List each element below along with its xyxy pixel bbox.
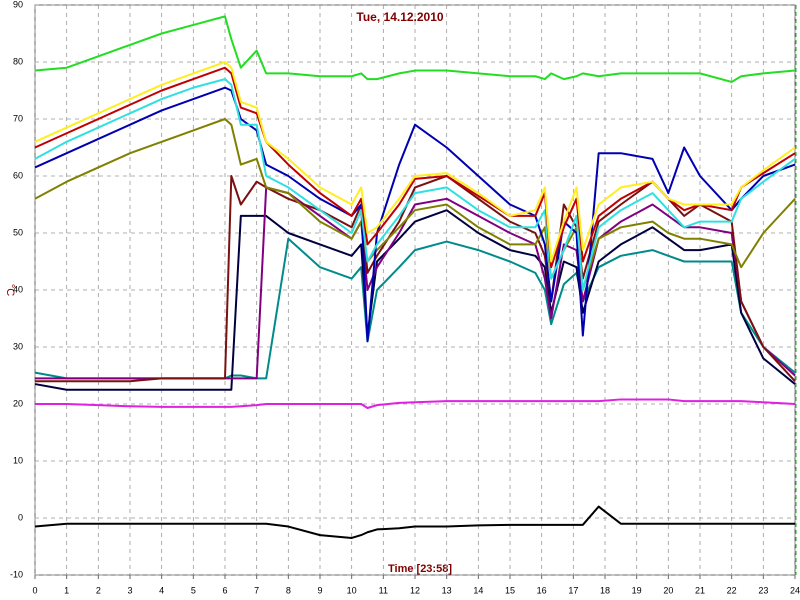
chart-title: Tue, 14.12.2010: [356, 10, 443, 24]
y-tick-label: 10: [13, 455, 23, 465]
x-tick-label: 3: [127, 585, 132, 595]
y-tick-label: -10: [10, 569, 23, 579]
x-axis-label: Time [23:58]: [388, 563, 452, 575]
series-line: [34, 209, 796, 391]
series-line: [34, 505, 795, 539]
y-tick-label: 90: [13, 0, 23, 9]
y-tick-label: 70: [13, 113, 23, 123]
y-tick-label: 20: [13, 398, 23, 408]
x-tick-label: 16: [537, 585, 547, 595]
x-tick-label: 20: [663, 585, 673, 595]
x-tick-label: 1: [64, 585, 69, 595]
series-line: [34, 61, 796, 263]
x-tick-label: 12: [410, 585, 420, 595]
x-tick-label: 21: [695, 585, 705, 595]
series-line: [34, 15, 796, 83]
series-line: [34, 78, 796, 291]
x-tick-label: 2: [96, 585, 101, 595]
x-tick-label: 4: [159, 585, 164, 595]
x-tick-label: 8: [286, 585, 291, 595]
x-tick-label: 13: [442, 585, 452, 595]
y-tick-label: 60: [13, 170, 23, 180]
y-axis-label: °C: [4, 284, 16, 296]
series-line: [35, 398, 796, 409]
x-tick-label: 23: [758, 585, 768, 595]
x-tick-label: 11: [379, 585, 388, 595]
x-tick-label: 9: [317, 585, 322, 595]
x-tick-label: 7: [254, 585, 259, 595]
x-tick-label: 0: [32, 585, 37, 595]
x-tick-label: 15: [505, 585, 515, 595]
x-tick-label: 18: [600, 585, 610, 595]
series-line: [34, 118, 796, 291]
y-tick-label: 50: [13, 227, 23, 237]
series-line: [34, 86, 796, 343]
x-tick-label: 10: [347, 585, 357, 595]
y-tick-label: 80: [13, 56, 23, 66]
x-tick-label: 22: [727, 585, 737, 595]
series-line: [35, 186, 796, 380]
x-tick-label: 5: [191, 585, 196, 595]
x-tick-label: 24: [790, 585, 800, 595]
x-tick-label: 6: [222, 585, 227, 595]
x-tick-label: 19: [632, 585, 642, 595]
x-tick-label: 17: [568, 585, 578, 595]
y-tick-label: 40: [13, 284, 23, 294]
y-tick-label: 0: [18, 512, 23, 522]
y-tick-label: 30: [13, 341, 23, 351]
x-tick-label: 14: [473, 585, 483, 595]
